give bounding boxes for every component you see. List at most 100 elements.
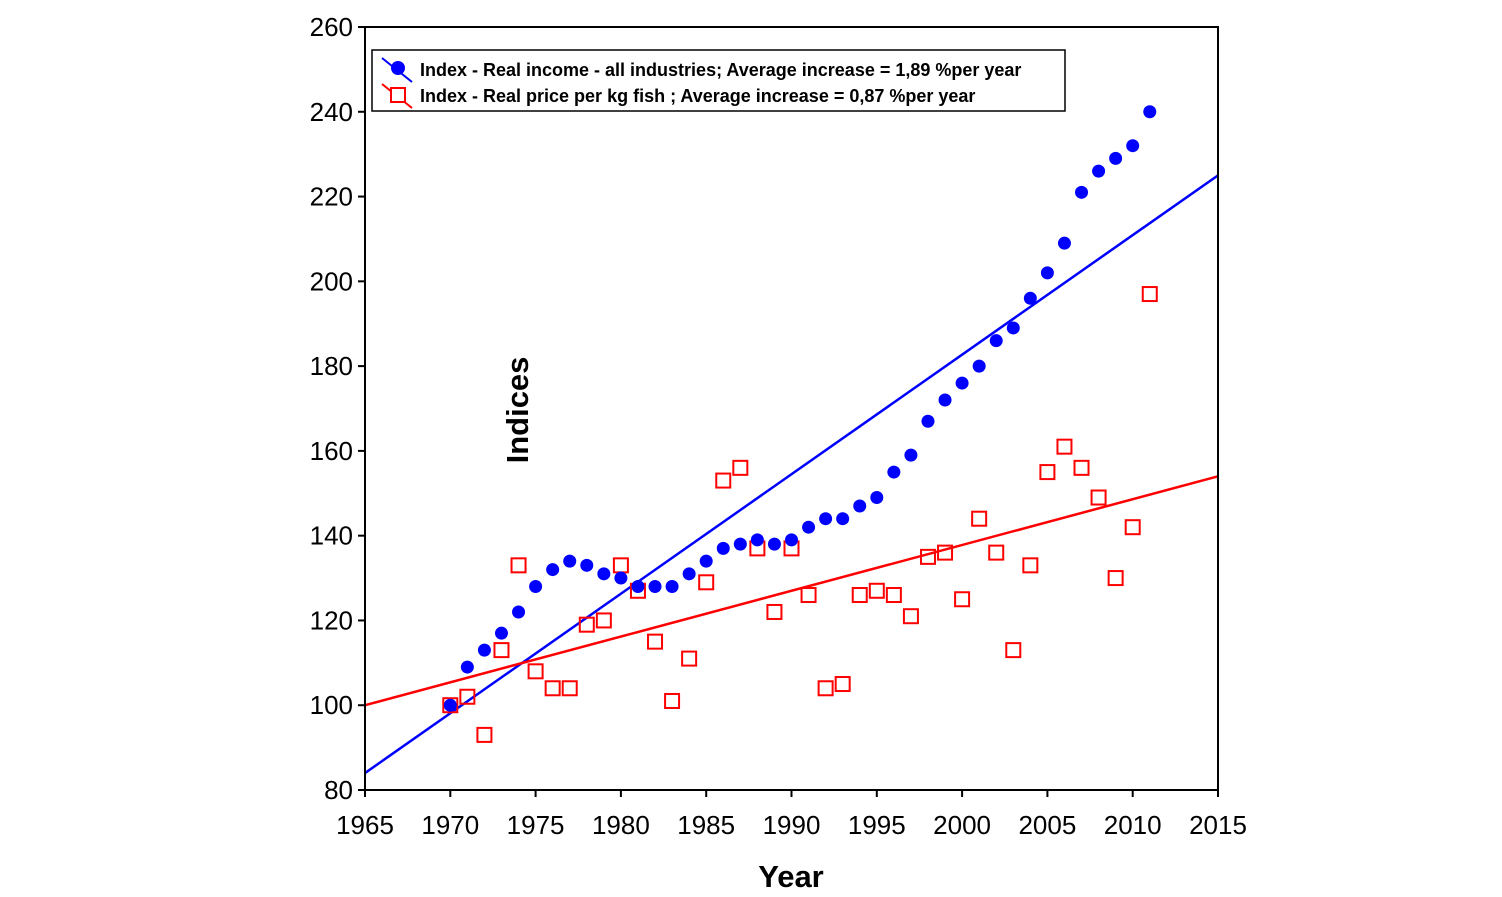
x-tick-label: 1970 (421, 810, 479, 840)
x-tick-label: 1990 (763, 810, 821, 840)
point-series-2 (834, 676, 851, 693)
x-tick-label: 1975 (507, 810, 565, 840)
x-tick-label: 1965 (336, 810, 394, 840)
x-tick-label: 1985 (677, 810, 735, 840)
point-series-1 (785, 533, 798, 547)
point-series-2 (1090, 489, 1107, 506)
point-series-1 (887, 465, 901, 479)
point-series-2 (595, 612, 612, 629)
y-tick-label: 260 (310, 12, 353, 42)
point-series-1 (546, 563, 560, 577)
point-series-1 (733, 537, 747, 551)
chart-panel: 1965 1970 1975 1980 1985 1990 1995 2000 2005 2010… (248, 0, 1252, 897)
point-series-2 (698, 574, 715, 591)
point-series-2 (732, 459, 749, 476)
y-tick-label: 160 (310, 436, 353, 466)
point-series-2 (954, 591, 971, 608)
point-series-2 (971, 510, 988, 527)
x-tick-label: 1995 (848, 810, 906, 840)
point-series-1 (1023, 291, 1037, 305)
y-tick-label: 140 (310, 521, 353, 551)
point-series-1 (819, 512, 833, 526)
point-series-1 (802, 520, 816, 534)
point-series-2 (817, 680, 834, 697)
point-series-2 (612, 557, 629, 574)
point-series-2 (1141, 286, 1158, 303)
x-tick-label: 2015 (1189, 810, 1247, 840)
point-series-2 (442, 697, 459, 714)
point-series-1 (682, 567, 696, 581)
point-series-2 (476, 726, 493, 743)
y-tick-label: 180 (310, 351, 353, 381)
point-series-1 (904, 448, 918, 462)
point-series-1 (716, 541, 730, 555)
point-series-2 (664, 692, 681, 709)
point-series-1 (767, 537, 781, 551)
legend-marker-series-1 (391, 61, 405, 75)
point-series-2 (1124, 519, 1141, 536)
x-tick-label: 2000 (933, 810, 991, 840)
x-tick-label: 1980 (592, 810, 650, 840)
point-series-1 (836, 512, 850, 526)
point-series-1 (1075, 185, 1089, 199)
point-series-1 (443, 698, 457, 712)
point-series-1 (460, 660, 474, 674)
point-series-1 (665, 580, 679, 594)
point-series-1 (1092, 164, 1106, 178)
point-series-2 (578, 616, 595, 633)
point-series-1 (580, 558, 594, 572)
x-tick-label: 2005 (1018, 810, 1076, 840)
legend: Index - Real income - all industries; Av… (371, 49, 1066, 112)
point-series-2 (988, 544, 1005, 561)
point-series-1 (1057, 236, 1071, 250)
data-points (442, 105, 1158, 743)
point-series-2 (647, 633, 664, 650)
point-series-1 (972, 359, 986, 373)
point-series-2 (868, 582, 885, 599)
y-axis-title: Indices (500, 357, 535, 464)
point-series-1 (989, 334, 1003, 348)
point-series-2 (1056, 438, 1073, 455)
point-series-2 (800, 587, 817, 604)
point-series-1 (750, 533, 764, 547)
point-series-1 (870, 491, 884, 505)
point-series-2 (510, 557, 527, 574)
point-series-1 (648, 580, 662, 594)
point-series-2 (681, 650, 698, 667)
point-series-1 (1006, 321, 1020, 335)
point-series-1 (512, 605, 526, 619)
point-series-1 (563, 554, 577, 568)
legend-label-series-1: Index - Real income - all industries; Av… (420, 60, 1021, 80)
point-series-2 (766, 603, 783, 620)
point-series-2 (544, 680, 561, 697)
point-series-1 (853, 499, 867, 513)
legend-marker-series-2 (390, 87, 406, 103)
point-series-1 (1109, 151, 1123, 165)
point-series-1 (921, 414, 935, 428)
y-tick-label: 220 (310, 182, 353, 212)
point-series-2 (1005, 642, 1022, 659)
point-series-2 (885, 587, 902, 604)
point-series-1 (699, 554, 713, 568)
point-series-1 (631, 580, 645, 594)
y-tick-label: 200 (310, 266, 353, 296)
point-series-2 (715, 472, 732, 489)
point-series-2 (919, 548, 936, 565)
point-series-2 (937, 544, 954, 561)
point-series-2 (902, 608, 919, 625)
y-tick-label: 240 (310, 97, 353, 127)
point-series-2 (459, 688, 476, 705)
point-series-1 (529, 580, 543, 594)
point-series-2 (527, 663, 544, 680)
point-series-2 (1039, 464, 1056, 481)
point-series-2 (1022, 557, 1039, 574)
trendlines (364, 174, 1219, 775)
legend-box (371, 49, 1066, 112)
trendline-series-2 (364, 475, 1219, 707)
point-series-2 (493, 642, 510, 659)
trendline-series-1 (364, 174, 1219, 775)
y-tick-label: 100 (310, 690, 353, 720)
y-tick-label: 120 (310, 605, 353, 635)
legend-label-series-2: Index - Real price per kg fish ; Average… (420, 86, 975, 106)
scatter-chart: 1965 1970 1975 1980 1985 1990 1995 2000 2005 2010… (310, 12, 1247, 894)
